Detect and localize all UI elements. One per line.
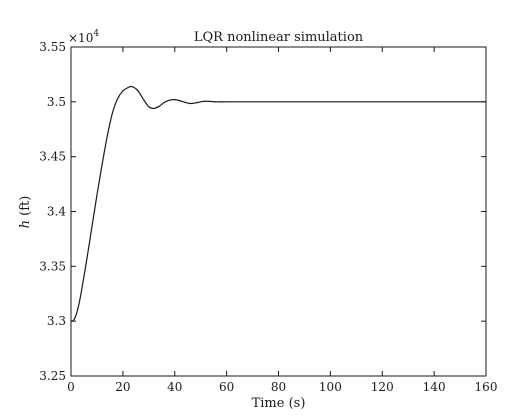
y-tick-label: 3.3 <box>47 314 66 328</box>
tick-labels: 0 20 40 60 80 100 120 140 160 3.25 3.3 3.35 3.4 3.45 3… <box>39 40 497 394</box>
x-axis-label: Time (s) <box>252 396 306 411</box>
x-tick-label: 40 <box>167 380 182 394</box>
y-tick-label: 3.5 <box>47 95 66 109</box>
y-multiplier-base: ×10 <box>68 31 93 45</box>
x-tick-label: 160 <box>475 380 498 394</box>
chart-title: LQR nonlinear simulation <box>194 30 364 45</box>
y-tick-label: 3.35 <box>39 259 66 273</box>
y-multiplier: ×104 <box>68 29 99 45</box>
ticks <box>70 46 487 377</box>
x-tick-label: 80 <box>271 380 286 394</box>
y-axis-label: h (ft) <box>18 196 33 229</box>
plot-frame <box>70 46 487 377</box>
y-tick-label: 3.4 <box>47 205 66 219</box>
x-tick-label: 140 <box>423 380 446 394</box>
y-tick-label: 3.45 <box>39 150 66 164</box>
x-tick-label: 100 <box>319 380 342 394</box>
y-axis-label-unit: (ft) <box>18 196 33 220</box>
x-tick-label: 60 <box>219 380 234 394</box>
y-multiplier-exponent: 4 <box>93 29 99 39</box>
x-tick-label: 0 <box>67 380 75 394</box>
x-tick-label: 120 <box>371 380 394 394</box>
series-line <box>70 85 486 322</box>
x-tick-label: 20 <box>115 380 130 394</box>
y-tick-label: 3.55 <box>39 40 66 54</box>
y-axis-label-variable: h <box>18 220 33 228</box>
y-tick-label: 3.25 <box>39 369 66 383</box>
